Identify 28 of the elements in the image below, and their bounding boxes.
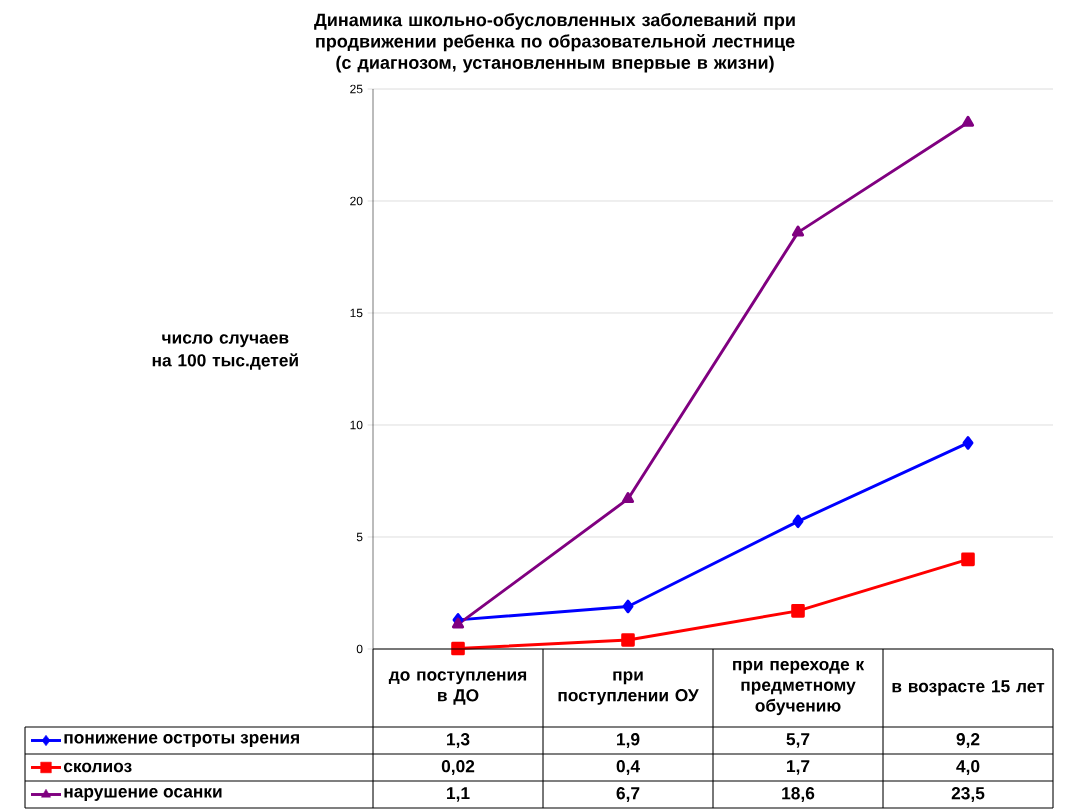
x-tick-label: при поступлении ОУ	[558, 671, 699, 705]
y-axis-title: число случаев на 100 тыс.детей	[152, 334, 298, 370]
x-tick-label: при переходе к предметному обучению	[733, 660, 865, 716]
data-label: 23,5	[951, 787, 985, 802]
x-tick-label: в возрасте 15 лет	[892, 680, 1045, 696]
data-label: 18,6	[782, 787, 815, 802]
data-label: 5,7	[786, 733, 810, 748]
data-label: 1,7	[787, 760, 810, 775]
data-label: 1,3	[447, 733, 470, 748]
x-tick-label: до поступления в ДО	[388, 671, 527, 705]
legend-label: сколиоз	[63, 762, 132, 773]
y-tick-label: 25	[350, 84, 363, 94]
legend-label: понижение остроты зрения	[64, 734, 299, 747]
y-tick-label: 10	[350, 420, 363, 430]
data-label: 0,4	[616, 760, 640, 775]
legend-label: нарушение осанки	[64, 788, 222, 801]
data-label: 1,1	[447, 787, 470, 802]
data-label: 6,7	[616, 787, 640, 802]
y-tick-label: 0	[356, 644, 363, 654]
y-tick-label: 15	[350, 308, 363, 318]
data-label: 0,02	[441, 760, 475, 775]
y-tick-label: 5	[356, 532, 363, 542]
chart-title: Динамика школьно-обусловленных заболеваний при продвижении ребенка по образовательной лестнице	[314, 12, 795, 52]
data-label: 1,9	[617, 733, 640, 748]
data-label: 9,2	[956, 733, 980, 748]
data-label: 4,0	[956, 760, 980, 775]
y-tick-label: 20	[350, 196, 363, 206]
chart-subtitle: (с диагнозом, установленным впервые в жизни)	[336, 55, 774, 73]
